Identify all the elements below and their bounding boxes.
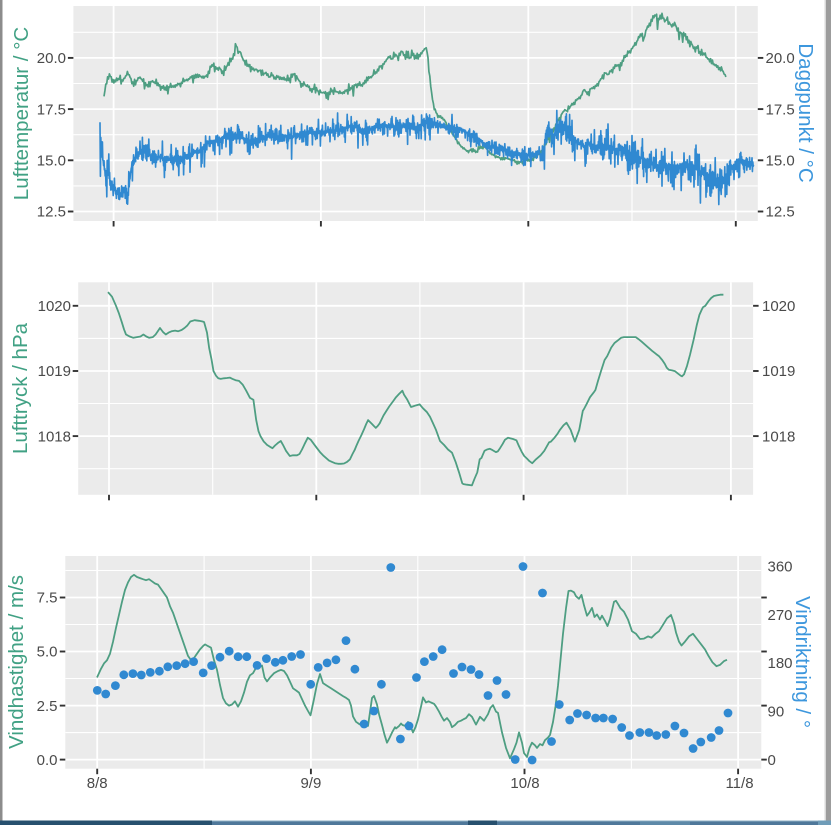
svg-text:Daggpunkt / °C: Daggpunkt / °C (794, 43, 817, 182)
svg-text:10/8: 10/8 (510, 775, 539, 792)
svg-text:0.0: 0.0 (37, 752, 58, 769)
svg-text:1018: 1018 (38, 428, 71, 445)
svg-text:Vindhastighet / m/s: Vindhastighet / m/s (5, 575, 28, 749)
svg-text:17.5: 17.5 (37, 101, 66, 118)
svg-text:20.0: 20.0 (766, 50, 795, 67)
svg-text:Vindriktning / °: Vindriktning / ° (791, 596, 814, 728)
svg-text:12.5: 12.5 (766, 204, 795, 221)
svg-text:2.5: 2.5 (37, 698, 58, 715)
svg-text:360: 360 (768, 558, 793, 575)
svg-text:15.0: 15.0 (37, 153, 66, 170)
svg-text:5.0: 5.0 (37, 644, 58, 661)
svg-text:15.0: 15.0 (766, 153, 795, 170)
svg-text:11/8: 11/8 (725, 775, 753, 792)
svg-text:Lufttemperatur / °C: Lufttemperatur / °C (10, 27, 33, 201)
svg-text:1018: 1018 (762, 428, 795, 445)
svg-text:12.5: 12.5 (37, 204, 66, 221)
svg-text:1019: 1019 (38, 363, 71, 380)
svg-text:9/9: 9/9 (300, 775, 321, 792)
svg-text:7.5: 7.5 (37, 590, 58, 607)
svg-text:90: 90 (768, 704, 785, 721)
svg-text:0: 0 (768, 752, 776, 769)
svg-text:Lufttryck / hPa: Lufttryck / hPa (9, 322, 32, 454)
svg-text:1020: 1020 (38, 298, 71, 315)
svg-text:1020: 1020 (762, 298, 795, 315)
svg-text:8/8: 8/8 (87, 775, 108, 792)
svg-text:1019: 1019 (762, 363, 795, 380)
svg-text:270: 270 (768, 607, 793, 624)
svg-text:20.0: 20.0 (37, 50, 66, 67)
svg-text:17.5: 17.5 (766, 101, 795, 118)
svg-text:180: 180 (768, 655, 793, 672)
